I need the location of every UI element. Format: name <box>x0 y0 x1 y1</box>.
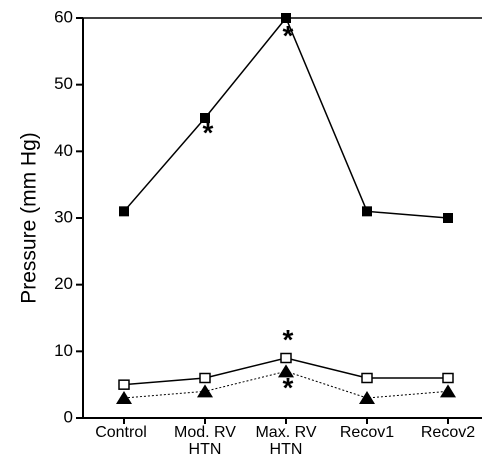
point <box>116 391 132 404</box>
y-tick-label: 20 <box>54 274 73 293</box>
point <box>361 372 373 384</box>
y-tick-label: 0 <box>64 407 73 426</box>
x-tick-label: Recov2 <box>420 424 476 441</box>
point <box>200 113 210 123</box>
point <box>359 391 375 404</box>
point <box>362 206 372 217</box>
point <box>197 384 213 398</box>
point <box>443 213 453 223</box>
point <box>118 379 130 390</box>
point <box>199 372 211 384</box>
x-tick-label: Recov1 <box>339 424 395 441</box>
point <box>442 372 454 384</box>
y-tick-label: 10 <box>54 341 73 360</box>
y-tick-label: 30 <box>54 207 73 226</box>
point <box>280 352 292 364</box>
x-tick-label: Control <box>95 424 147 441</box>
y-tick-label: 50 <box>54 74 73 93</box>
annotation: * <box>283 324 294 355</box>
point <box>278 364 294 378</box>
y-axis-label: Pressure (mm Hg) <box>18 132 41 304</box>
annotation: * <box>283 20 294 51</box>
annotation: * <box>283 372 294 403</box>
x-tick-label: Max. RV HTN <box>255 424 317 458</box>
point <box>119 206 129 217</box>
point <box>281 13 291 23</box>
y-tick-label: 40 <box>54 141 73 160</box>
x-tick-label: Mod. RV HTN <box>174 424 236 458</box>
point <box>440 384 456 398</box>
annotation: * <box>203 117 214 148</box>
y-tick-label: 60 <box>54 7 73 26</box>
